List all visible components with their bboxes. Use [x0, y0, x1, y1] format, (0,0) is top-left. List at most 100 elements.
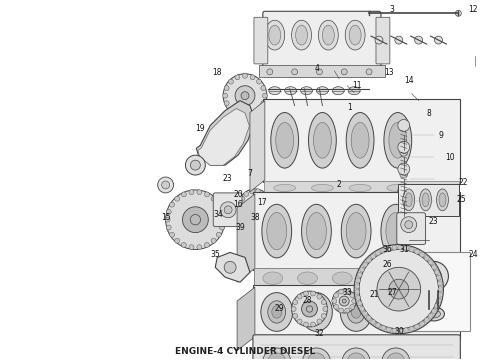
FancyBboxPatch shape: [376, 17, 390, 64]
Circle shape: [323, 306, 328, 311]
FancyBboxPatch shape: [213, 193, 242, 227]
Text: 10: 10: [445, 153, 455, 162]
Ellipse shape: [384, 113, 412, 168]
Text: 27: 27: [387, 288, 397, 297]
Circle shape: [424, 318, 429, 323]
Circle shape: [235, 112, 240, 117]
Circle shape: [455, 10, 461, 16]
Text: 38: 38: [250, 213, 260, 222]
Circle shape: [375, 36, 383, 44]
Text: 16: 16: [233, 200, 243, 209]
Text: 17: 17: [257, 198, 267, 207]
Text: 39: 39: [235, 223, 245, 232]
Circle shape: [381, 248, 386, 253]
Circle shape: [262, 93, 268, 98]
Circle shape: [350, 293, 355, 298]
Text: 9: 9: [438, 131, 443, 140]
Circle shape: [224, 86, 229, 91]
Ellipse shape: [265, 20, 285, 50]
Circle shape: [354, 244, 443, 334]
Circle shape: [386, 246, 391, 251]
Circle shape: [197, 245, 202, 250]
Ellipse shape: [295, 25, 308, 45]
Ellipse shape: [389, 122, 407, 158]
Circle shape: [381, 325, 386, 330]
Circle shape: [244, 192, 249, 197]
Circle shape: [398, 328, 403, 333]
Circle shape: [166, 190, 225, 249]
Ellipse shape: [292, 20, 312, 50]
Circle shape: [360, 267, 365, 272]
Circle shape: [389, 279, 409, 299]
Text: 31: 31: [399, 245, 409, 254]
Circle shape: [418, 261, 448, 291]
Ellipse shape: [347, 353, 365, 360]
Circle shape: [392, 245, 397, 250]
Circle shape: [438, 281, 442, 286]
Circle shape: [437, 298, 441, 303]
Circle shape: [435, 303, 440, 309]
Circle shape: [392, 328, 397, 333]
Ellipse shape: [422, 307, 444, 321]
Circle shape: [235, 75, 240, 80]
Circle shape: [265, 208, 270, 213]
Ellipse shape: [386, 212, 406, 250]
Circle shape: [204, 192, 209, 197]
Text: 33: 33: [343, 288, 352, 297]
Circle shape: [292, 291, 327, 327]
Circle shape: [243, 73, 247, 78]
Polygon shape: [198, 109, 249, 165]
Circle shape: [428, 314, 433, 319]
Circle shape: [404, 246, 409, 251]
Circle shape: [355, 289, 360, 294]
Ellipse shape: [387, 184, 409, 192]
Text: 2: 2: [337, 180, 342, 189]
Ellipse shape: [302, 348, 330, 360]
Circle shape: [175, 238, 180, 243]
Text: 1: 1: [347, 103, 351, 112]
FancyBboxPatch shape: [264, 181, 459, 195]
Ellipse shape: [307, 212, 326, 250]
Ellipse shape: [268, 301, 286, 323]
Circle shape: [409, 326, 414, 331]
Circle shape: [222, 93, 228, 98]
Ellipse shape: [312, 306, 321, 318]
Ellipse shape: [422, 193, 429, 207]
Ellipse shape: [274, 184, 295, 192]
Text: 15: 15: [161, 213, 171, 222]
Circle shape: [252, 202, 258, 208]
Ellipse shape: [301, 204, 331, 258]
Circle shape: [401, 217, 416, 233]
FancyBboxPatch shape: [259, 65, 385, 77]
Circle shape: [220, 217, 226, 222]
Text: 12: 12: [468, 5, 478, 14]
Text: 28: 28: [303, 296, 312, 305]
Ellipse shape: [346, 212, 366, 250]
Circle shape: [189, 190, 194, 195]
Ellipse shape: [342, 348, 370, 360]
Circle shape: [216, 232, 221, 237]
Text: 11: 11: [352, 81, 362, 90]
Ellipse shape: [300, 87, 313, 95]
Circle shape: [415, 36, 422, 44]
Ellipse shape: [263, 348, 291, 360]
Circle shape: [400, 214, 408, 222]
Circle shape: [419, 321, 425, 326]
Circle shape: [409, 247, 414, 252]
Circle shape: [197, 190, 202, 195]
Circle shape: [250, 112, 255, 117]
Text: 23: 23: [222, 174, 232, 183]
Circle shape: [267, 202, 271, 207]
Circle shape: [303, 322, 308, 327]
Circle shape: [239, 202, 244, 207]
Circle shape: [435, 36, 442, 44]
Circle shape: [438, 292, 442, 297]
Ellipse shape: [403, 189, 415, 211]
Ellipse shape: [276, 122, 294, 158]
Circle shape: [317, 319, 322, 324]
Polygon shape: [237, 287, 255, 351]
Circle shape: [356, 278, 361, 283]
Text: 30: 30: [394, 327, 404, 336]
Circle shape: [339, 296, 349, 306]
Ellipse shape: [268, 353, 286, 360]
